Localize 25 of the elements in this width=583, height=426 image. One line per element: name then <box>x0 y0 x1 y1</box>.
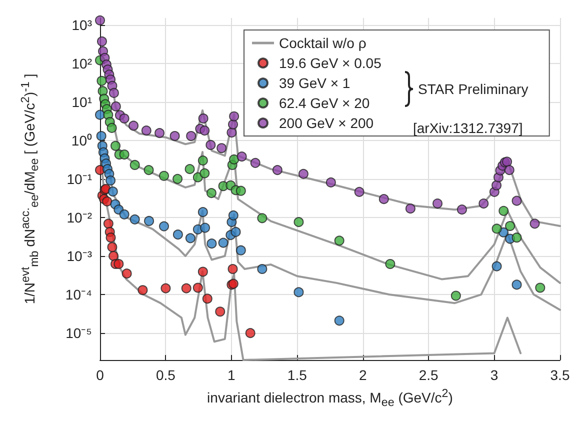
x-tick-label: 3.5 <box>550 367 570 383</box>
annotation: STAR Preliminary <box>418 81 528 97</box>
y-tick-label: 10⁻¹ <box>66 170 92 187</box>
legend-label: 19.6 GeV × 0.05 <box>279 55 382 71</box>
y-tick-label: 10² <box>72 55 92 72</box>
legend-label: 200 GeV × 200 <box>279 115 374 131</box>
legend-label: 62.4 GeV × 20 <box>279 95 370 111</box>
x-axis-title: invariant dielectron mass, M$_{ee}$ (GeV/c$^{2}$) <box>207 386 453 410</box>
legend-label: 39 GeV × 1 <box>279 75 350 91</box>
y-tick-label: 10⁻³ <box>66 248 92 264</box>
x-tick-label: 3 <box>490 367 498 383</box>
x-tick-label: 1.5 <box>287 367 308 383</box>
legend-label: Cocktail w/o ρ <box>279 35 366 51</box>
x-tick-label: 2.5 <box>418 367 439 383</box>
y-tick-label: 10⁰ <box>71 132 92 148</box>
x-tick-label: 2 <box>358 367 367 383</box>
x-tick-label: 1 <box>228 367 236 383</box>
y-tick-label: 10³ <box>72 16 92 33</box>
y-tick-label: 10⁻⁴ <box>65 286 92 303</box>
y-tick-label: 10⁻⁵ <box>66 325 92 342</box>
x-tick-label: 0.5 <box>156 367 176 383</box>
x-tick-label: 0 <box>96 367 104 383</box>
y-tick-label: 10⁻² <box>66 209 92 226</box>
annotation: [arXiv:1312.7397] <box>413 120 523 136</box>
y-tick-label: 10¹ <box>72 94 92 110</box>
